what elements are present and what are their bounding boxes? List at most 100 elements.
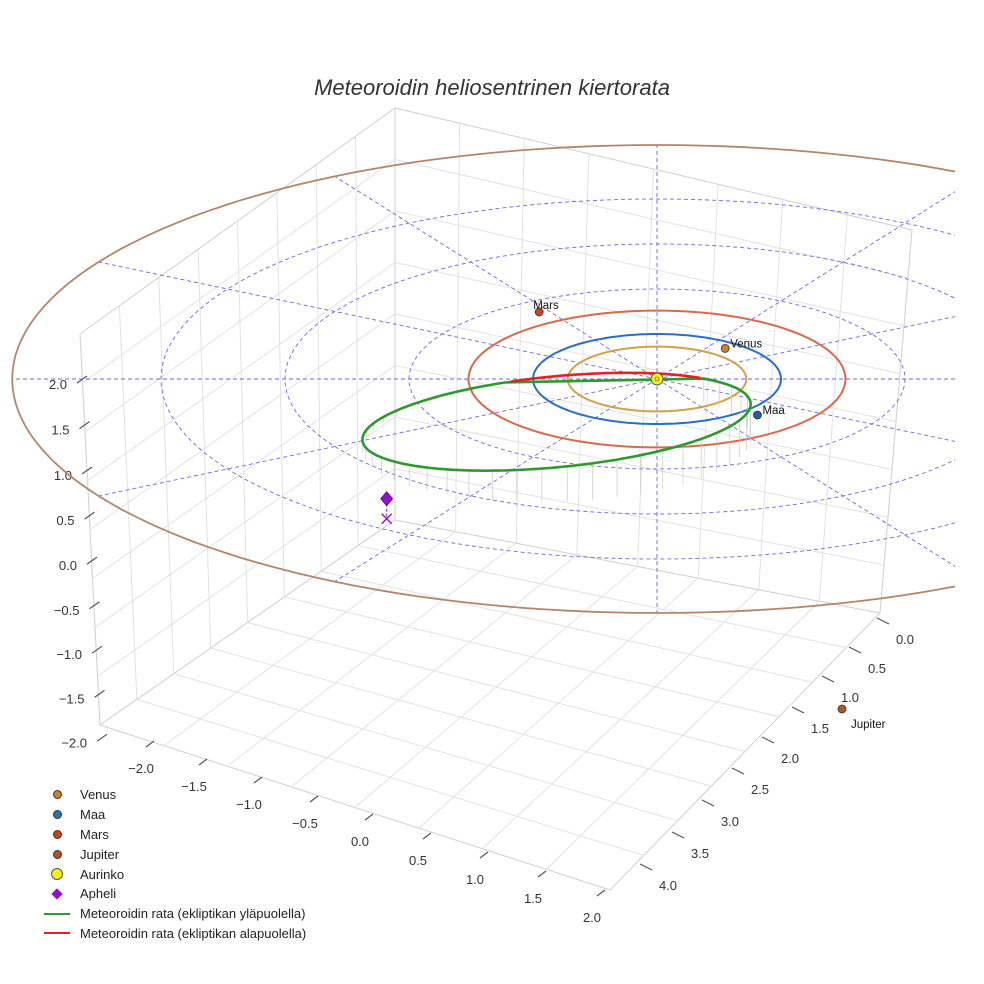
ecliptic-grid-spoke bbox=[98, 378, 658, 497]
gridline bbox=[418, 577, 699, 829]
legend-item: Apheli bbox=[40, 884, 306, 904]
legend-item: Maa bbox=[40, 805, 306, 825]
gridline bbox=[697, 184, 719, 579]
gridline bbox=[394, 468, 885, 566]
y-tick-label: 2.5 bbox=[751, 782, 769, 797]
y-tick-label: 0.0 bbox=[896, 632, 914, 647]
y-tick-label: 2.0 bbox=[781, 751, 799, 766]
legend-symbol bbox=[40, 788, 74, 802]
x-tick-mark bbox=[422, 832, 432, 840]
z-tick-mark bbox=[89, 601, 100, 610]
x-tick-label: 1.0 bbox=[466, 872, 484, 887]
x-tick-mark bbox=[198, 758, 208, 766]
ecliptic-grid-spoke bbox=[334, 378, 658, 583]
legend-symbol bbox=[40, 887, 74, 901]
planet-maa bbox=[753, 410, 762, 420]
gridline bbox=[89, 313, 396, 530]
orbit-venus bbox=[566, 345, 748, 413]
axis-ticks: 2.0 1.5 1.0 0.5 0.0 −0.5 −1.0 −1.5 −2.0 −2.0 −1.5 −… bbox=[49, 375, 914, 925]
gridline bbox=[94, 416, 396, 628]
y-tick-label: 0.5 bbox=[868, 661, 886, 676]
z-tick-label: 0.5 bbox=[56, 513, 74, 528]
gridline bbox=[97, 468, 396, 677]
gridline bbox=[358, 545, 847, 649]
gridline bbox=[758, 199, 784, 590]
gridline bbox=[545, 601, 820, 870]
scene: Venus Maa Mars Jupiter bbox=[11, 144, 955, 731]
ecliptic-grid-spoke bbox=[656, 378, 955, 567]
aphelion-marker bbox=[380, 491, 394, 507]
z-tick-mark bbox=[81, 466, 93, 475]
z-tick-label: 2.0 bbox=[49, 377, 67, 392]
legend-label: Maa bbox=[80, 807, 106, 823]
ecliptic-grid-spoke bbox=[334, 175, 658, 380]
y-tick-mark bbox=[761, 736, 775, 744]
z-tick-label: −1.0 bbox=[56, 647, 82, 662]
planet-label-maa: Maa bbox=[762, 405, 785, 417]
gridline bbox=[82, 159, 396, 384]
planet-mars bbox=[534, 307, 544, 317]
gridline bbox=[394, 365, 893, 470]
gridline bbox=[321, 570, 813, 683]
y-tick-mark bbox=[639, 863, 653, 871]
x-tick-label: 0.5 bbox=[409, 853, 427, 868]
x-tick-label: −2.0 bbox=[128, 761, 154, 776]
meteoroid-orbit-below bbox=[510, 371, 701, 383]
orbit-mars bbox=[467, 309, 847, 449]
x-tick-mark bbox=[253, 776, 263, 784]
legend-label: Meteoroidin rata (ekliptikan yläpuolella… bbox=[80, 906, 306, 922]
y-tick-label: 3.5 bbox=[691, 846, 709, 861]
z-tick-label: 0.0 bbox=[59, 558, 77, 573]
gridline bbox=[394, 416, 889, 518]
x-tick-label: −1.5 bbox=[181, 779, 207, 794]
legend-label: Jupiter bbox=[80, 846, 120, 862]
planet-jupiter bbox=[837, 704, 847, 714]
sun-marker bbox=[650, 372, 664, 386]
gridline bbox=[84, 210, 396, 433]
legend-label: Aurinko bbox=[80, 866, 125, 882]
sun-core bbox=[654, 376, 660, 382]
x-tick-label: 2.0 bbox=[583, 910, 601, 925]
x-tick-mark bbox=[364, 813, 374, 821]
gridline bbox=[87, 262, 396, 482]
x-tick-mark bbox=[309, 795, 319, 803]
z-tick-label: 1.0 bbox=[54, 468, 72, 483]
gridline bbox=[394, 313, 897, 422]
legend-item: Meteoroidin rata (ekliptikan yläpuolella… bbox=[40, 904, 306, 924]
y-tick-mark bbox=[731, 767, 745, 775]
planet-label-mars: Mars bbox=[533, 300, 559, 312]
z-tick-mark bbox=[79, 421, 90, 430]
ecliptic-grid-spoke bbox=[98, 261, 658, 380]
legend-item: Jupiter bbox=[40, 844, 306, 864]
z-tick-label: 1.5 bbox=[51, 423, 69, 438]
y-tick-mark bbox=[701, 799, 715, 807]
z-tick-mark bbox=[94, 689, 105, 698]
gridline bbox=[284, 596, 779, 718]
y-tick-mark bbox=[876, 617, 890, 625]
gridline bbox=[482, 589, 760, 850]
legend-label: Venus bbox=[80, 787, 117, 803]
x-tick-label: 0.0 bbox=[351, 834, 369, 849]
y-tick-label: 1.5 bbox=[811, 721, 829, 736]
chart-title: Meteoroidin heliosentrinen kiertorata bbox=[314, 75, 670, 100]
legend-symbol bbox=[40, 847, 74, 861]
x-tick-mark bbox=[479, 851, 489, 859]
orbit-jupiter bbox=[11, 144, 955, 614]
z-tick-label: −1.5 bbox=[59, 691, 85, 706]
legend: Venus Maa Mars Jupiter Aurinko Apheli Meteoroi… bbox=[40, 785, 306, 943]
y-tick-mark bbox=[791, 706, 805, 714]
x-tick-mark bbox=[596, 889, 606, 897]
legend-symbol bbox=[40, 926, 74, 940]
legend-label: Mars bbox=[80, 826, 109, 842]
ecliptic-grid-spoke bbox=[656, 316, 955, 380]
meteoroid-orbit-above bbox=[361, 377, 753, 472]
legend-item: Aurinko bbox=[40, 864, 306, 884]
z-tick-mark bbox=[76, 375, 88, 384]
legend-symbol bbox=[40, 867, 74, 881]
z-tick-mark bbox=[91, 645, 103, 654]
x-tick-label: −1.0 bbox=[236, 797, 262, 812]
y-tick-label: 4.0 bbox=[659, 878, 677, 893]
axes-box bbox=[79, 107, 913, 891]
z-tick-label: −2.0 bbox=[61, 735, 87, 750]
